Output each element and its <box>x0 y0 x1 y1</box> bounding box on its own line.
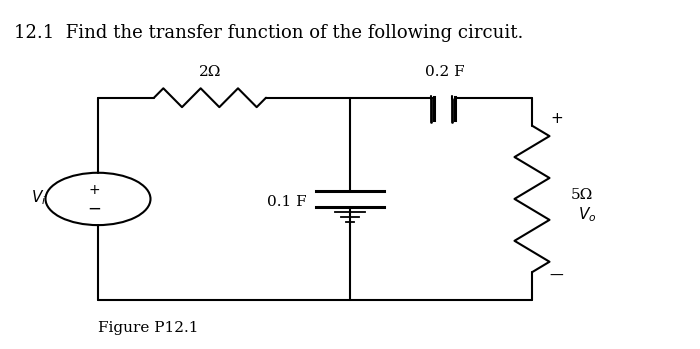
Text: 0.1 F: 0.1 F <box>267 195 307 209</box>
Text: +: + <box>550 111 563 126</box>
Text: $V_o$: $V_o$ <box>578 205 596 224</box>
Text: 0.2 F: 0.2 F <box>425 65 464 79</box>
Text: −: − <box>88 200 102 218</box>
Text: Figure P12.1: Figure P12.1 <box>98 321 199 335</box>
Text: —: — <box>550 269 564 283</box>
Text: 5Ω: 5Ω <box>570 188 593 202</box>
Text: +: + <box>89 183 100 197</box>
Text: 12.1  Find the transfer function of the following circuit.: 12.1 Find the transfer function of the f… <box>14 24 524 43</box>
Text: $V_i$: $V_i$ <box>31 188 46 207</box>
Text: 2Ω: 2Ω <box>199 65 221 79</box>
